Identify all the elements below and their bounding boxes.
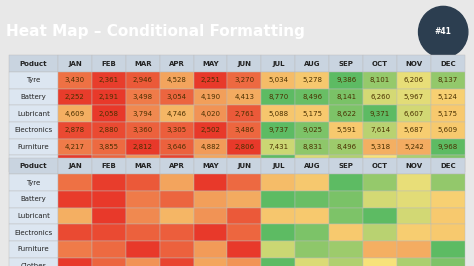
Circle shape <box>419 6 468 57</box>
Text: Heat Map – Conditional Formatting: Heat Map – Conditional Formatting <box>6 24 305 39</box>
Text: #41: #41 <box>435 27 452 36</box>
